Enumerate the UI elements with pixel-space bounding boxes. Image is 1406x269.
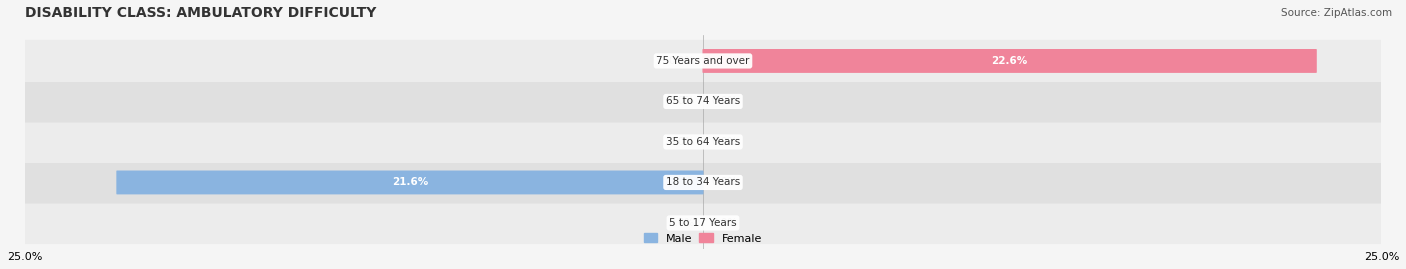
FancyBboxPatch shape [24, 161, 1382, 204]
Text: 0.0%: 0.0% [669, 97, 695, 107]
FancyBboxPatch shape [24, 80, 1382, 122]
Text: 0.0%: 0.0% [711, 178, 737, 187]
Text: 35 to 64 Years: 35 to 64 Years [666, 137, 740, 147]
Text: 22.6%: 22.6% [991, 56, 1028, 66]
Text: 0.0%: 0.0% [669, 218, 695, 228]
Legend: Male, Female: Male, Female [641, 231, 765, 246]
Text: 0.0%: 0.0% [711, 137, 737, 147]
FancyBboxPatch shape [703, 49, 1317, 73]
Text: 5 to 17 Years: 5 to 17 Years [669, 218, 737, 228]
Text: 18 to 34 Years: 18 to 34 Years [666, 178, 740, 187]
Text: Source: ZipAtlas.com: Source: ZipAtlas.com [1281, 8, 1392, 18]
Text: 65 to 74 Years: 65 to 74 Years [666, 97, 740, 107]
Text: 0.0%: 0.0% [711, 97, 737, 107]
Text: 0.0%: 0.0% [669, 137, 695, 147]
Text: 75 Years and over: 75 Years and over [657, 56, 749, 66]
Text: DISABILITY CLASS: AMBULATORY DIFFICULTY: DISABILITY CLASS: AMBULATORY DIFFICULTY [25, 6, 375, 20]
FancyBboxPatch shape [24, 202, 1382, 244]
Text: 0.0%: 0.0% [669, 56, 695, 66]
FancyBboxPatch shape [24, 121, 1382, 163]
Text: 0.0%: 0.0% [711, 218, 737, 228]
FancyBboxPatch shape [24, 40, 1382, 82]
FancyBboxPatch shape [117, 171, 703, 194]
Text: 21.6%: 21.6% [392, 178, 427, 187]
